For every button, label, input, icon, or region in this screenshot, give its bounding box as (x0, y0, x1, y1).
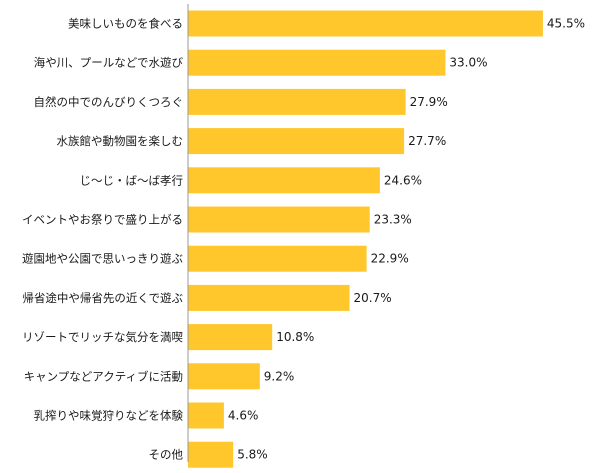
value-label: 27.7% (408, 134, 446, 148)
bar (188, 324, 273, 351)
value-label: 22.9% (371, 252, 409, 266)
bar (188, 363, 260, 390)
bar (188, 206, 370, 233)
bar (188, 128, 405, 155)
value-label: 33.0% (449, 56, 487, 70)
bar (188, 402, 224, 429)
value-label: 4.6% (228, 409, 259, 423)
value-label: 24.6% (384, 173, 422, 187)
bars-layer (188, 10, 543, 468)
category-label: 乳搾りや味覚狩りなどを体験 (34, 409, 184, 423)
category-label: 海や川、プールなどで水遊び (34, 56, 184, 70)
bar (188, 441, 234, 468)
bar (188, 10, 543, 37)
category-label: じ～じ・ば～ば孝行 (80, 173, 184, 187)
category-labels-layer: 美味しいものを食べる海や川、プールなどで水遊び自然の中でのんびりくつろぐ水族館や… (22, 17, 183, 462)
bar (188, 88, 406, 115)
category-label: 遊園地や公園で思いっきり遊ぶ (22, 252, 183, 266)
category-label: その他 (149, 448, 184, 462)
category-label: リゾートでリッチな気分を満喫 (22, 330, 183, 344)
category-label: キャンプなどアクティブに活動 (24, 369, 183, 383)
value-label: 23.3% (374, 213, 412, 227)
value-labels-layer: 45.5% 33.0% 27.9% 27.7% 24.6% 23.3% 22.9% 20.7%… (228, 17, 585, 462)
value-label: 10.8% (276, 330, 314, 344)
value-label: 27.9% (410, 95, 448, 109)
bar (188, 284, 350, 311)
value-label: 20.7% (354, 291, 392, 305)
value-label: 45.5% (547, 17, 585, 31)
category-label: 自然の中でのんびりくつろぐ (34, 95, 184, 109)
category-label: イベントやお祭りで盛り上がる (22, 213, 183, 227)
category-label: 水族館や動物園を楽しむ (57, 134, 184, 148)
category-label: 美味しいものを食べる (68, 17, 183, 31)
value-label: 5.8% (237, 448, 268, 462)
bar (188, 167, 380, 194)
bar (188, 49, 446, 76)
bar (188, 245, 367, 272)
value-label: 9.2% (264, 369, 295, 383)
category-label: 帰省途中や帰省先の近くで遊ぶ (22, 291, 183, 305)
